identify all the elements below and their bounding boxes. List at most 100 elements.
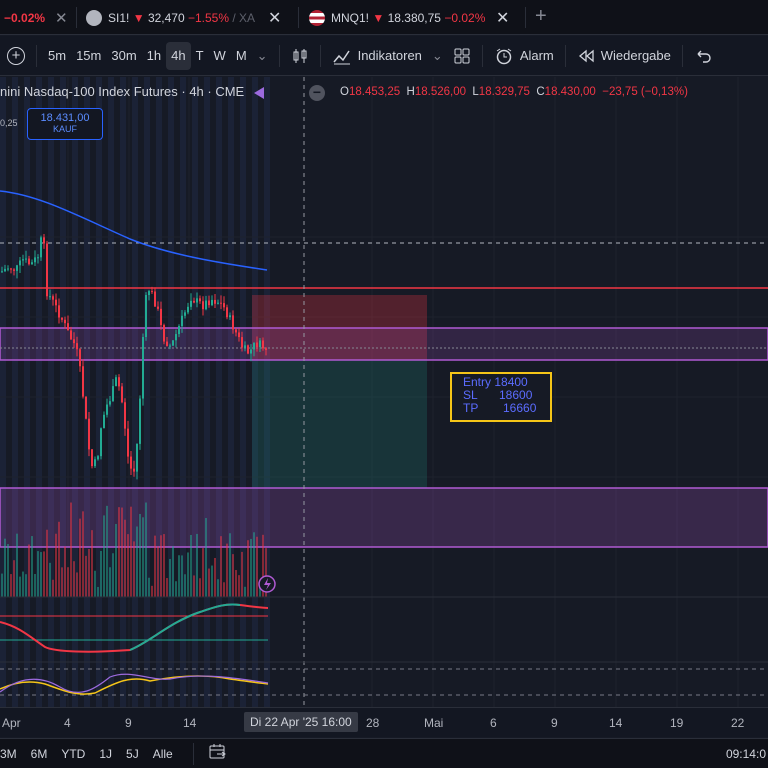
candle-body	[244, 345, 246, 348]
take-profit-zone[interactable]	[252, 360, 427, 488]
chart-type-button[interactable]	[286, 42, 314, 70]
tab-previous-symbol[interactable]: −0.02% ✕	[0, 0, 75, 35]
candle-body	[34, 257, 36, 263]
volume-bar	[160, 535, 162, 597]
tab-symbol: MNQ1!	[331, 10, 370, 25]
volume-bar	[73, 561, 75, 597]
close-icon[interactable]: ✕	[268, 10, 282, 27]
symbol-description: nini Nasdaq-100 Index Futures · 4h · CME	[0, 84, 245, 99]
candle-body	[265, 348, 267, 350]
trade-note[interactable]: Entry 18400 SL 18600 TP 16660	[450, 372, 552, 422]
volume-bar	[181, 555, 183, 597]
undo-button[interactable]	[689, 42, 717, 70]
candle-body	[49, 296, 51, 298]
candle-body	[118, 377, 120, 387]
volume-bar	[223, 582, 225, 597]
replay-button[interactable]: Wiedergabe	[572, 42, 676, 70]
volume-bar	[133, 541, 135, 597]
volume-bar	[121, 507, 123, 597]
indicators-button[interactable]: Indikatoren	[327, 42, 427, 70]
candle-body	[121, 386, 123, 403]
volume-bar	[103, 515, 105, 597]
bottom-toolbar: 3M 6M YTD 1J 5J Alle 09:14:0	[0, 738, 768, 768]
tab-mnq1[interactable]: MNQ1! ▼ 18.380,75 −0.02%	[309, 0, 525, 35]
volume-bar	[34, 574, 36, 597]
tab-price: 18.380,75	[387, 10, 441, 25]
clock: 09:14:0	[725, 746, 766, 761]
range-1y[interactable]: 1J	[99, 746, 113, 761]
range-all[interactable]: Alle	[152, 746, 173, 761]
candle-body	[193, 300, 195, 303]
volume-bar	[187, 552, 189, 597]
candle-body	[166, 341, 168, 346]
templates-button[interactable]	[448, 42, 476, 70]
interval-week[interactable]: W	[213, 48, 226, 63]
volume-bar	[256, 536, 258, 597]
tab-change: −0.02%	[4, 10, 46, 25]
volume-bar	[61, 567, 63, 597]
interval-5m[interactable]: 5m	[48, 48, 67, 63]
volume-bar	[118, 507, 120, 597]
volume-bar	[49, 562, 51, 597]
chart-pane[interactable]: nini Nasdaq-100 Index Futures · 4h · CME…	[0, 77, 768, 707]
volume-bar	[1, 573, 3, 597]
time-tick: 6	[490, 716, 497, 730]
volume-bar	[190, 534, 192, 597]
flag-icon[interactable]	[253, 86, 264, 99]
candle-body	[40, 237, 42, 258]
candle-body	[154, 291, 156, 307]
chevron-down-icon[interactable]: ⌄	[256, 47, 268, 63]
price-chart[interactable]	[0, 77, 768, 707]
volume-bar	[31, 536, 33, 597]
range-5y[interactable]: 5J	[126, 746, 139, 761]
close-icon[interactable]: ✕	[496, 10, 510, 27]
add-symbol-button[interactable]: +	[2, 42, 30, 70]
chevron-down-icon[interactable]: ⌄	[431, 47, 443, 63]
candle-body	[232, 315, 234, 330]
volume-bar	[220, 536, 222, 597]
interval-day[interactable]: T	[195, 48, 204, 63]
volume-bar	[97, 586, 99, 597]
volume-bar	[40, 552, 42, 597]
candle-body	[55, 299, 57, 306]
candle-body	[130, 456, 132, 469]
volume-bar	[19, 576, 21, 597]
alarm-button[interactable]: Alarm	[489, 42, 559, 70]
range-6m[interactable]: 6M	[30, 746, 48, 761]
collapse-legend-button[interactable]: −	[309, 85, 325, 101]
interval-30m[interactable]: 30m	[111, 48, 137, 63]
range-3m[interactable]: 3M	[0, 746, 17, 761]
interval-1h[interactable]: 1h	[146, 48, 162, 63]
tab-si1[interactable]: SI1! ▼ 32,470 −1.55% / XA	[86, 0, 298, 35]
volume-bar	[37, 551, 39, 597]
tab-suffix: / XA	[232, 10, 256, 25]
volume-bar	[184, 574, 186, 597]
volume-bar	[94, 570, 96, 597]
series-title[interactable]: nini Nasdaq-100 Index Futures · 4h · CME	[0, 84, 264, 99]
candles-icon	[293, 48, 307, 63]
interval-month[interactable]: M	[235, 48, 247, 63]
candle-body	[208, 300, 210, 306]
candle-body	[175, 334, 177, 341]
candle-body	[19, 260, 21, 266]
volume-bar	[244, 586, 246, 597]
candle-body	[223, 303, 225, 308]
buy-price: 18.431,00	[40, 112, 90, 124]
volume-bar	[106, 505, 108, 597]
buy-button[interactable]: 18.431,00 KAUF	[27, 108, 103, 140]
volume-bar	[88, 548, 90, 597]
volume-bar	[85, 555, 87, 597]
candle-body	[145, 295, 147, 338]
range-ytd[interactable]: YTD	[61, 746, 86, 761]
candle-body	[229, 315, 231, 318]
resistance-zone[interactable]	[0, 327, 768, 361]
close-icon[interactable]: ✕	[55, 9, 68, 27]
time-axis[interactable]: Apr 4 9 14 Di 22 Apr '25 16:00 28 Mai 6 …	[0, 707, 768, 737]
volume-bar	[64, 546, 66, 597]
new-tab-button[interactable]: +	[535, 5, 547, 27]
date-range-button[interactable]	[208, 743, 228, 764]
volume-bar	[25, 574, 27, 597]
interval-4h[interactable]: 4h	[166, 41, 191, 70]
undo-icon	[697, 50, 711, 63]
interval-15m[interactable]: 15m	[76, 48, 102, 63]
